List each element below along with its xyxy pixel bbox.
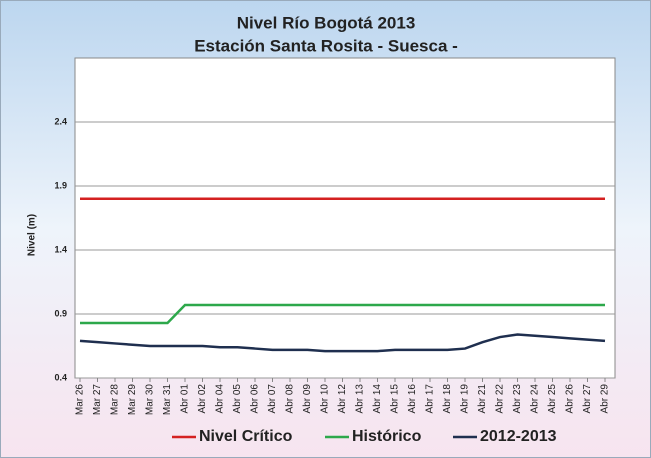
chart-subtitle: Estación Santa Rosita - Suesca - (194, 36, 458, 55)
x-tick-label: Abr 05 (232, 384, 243, 414)
x-tick-label: Abr 02 (197, 384, 208, 414)
x-tick-label: Abr 26 (565, 384, 576, 414)
x-tick-label: Abr 19 (460, 384, 471, 414)
x-tick-label: Abr 22 (495, 384, 506, 414)
x-tick-label: Abr 09 (302, 384, 313, 414)
x-tick-label: Mar 26 (75, 384, 86, 416)
x-tick-label: Abr 16 (407, 384, 418, 414)
x-tick-label: Abr 12 (337, 384, 348, 414)
x-tick-label: Abr 08 (285, 384, 296, 414)
x-tick-label: Mar 30 (145, 384, 156, 416)
x-tick-label: Abr 15 (390, 384, 401, 414)
x-tick-label: Abr 23 (512, 384, 523, 414)
y-tick-label: 0.4 (54, 372, 67, 382)
y-axis-label: Nivel (m) (27, 214, 38, 256)
x-tick-label: Mar 28 (110, 384, 121, 416)
x-tick-label: Abr 21 (477, 384, 488, 414)
y-tick-label: 1.9 (54, 180, 67, 190)
x-tick-label: Abr 17 (425, 384, 436, 414)
x-tick-label: Abr 25 (547, 384, 558, 414)
legend-label: Histórico (352, 428, 422, 445)
x-tick-label: Mar 31 (162, 384, 173, 416)
x-tick-label: Abr 13 (355, 384, 366, 414)
x-tick-label: Abr 06 (250, 384, 261, 414)
y-tick-label: 2.4 (54, 116, 67, 126)
legend-label: Nivel Crítico (199, 428, 293, 445)
x-tick-label: Abr 01 (180, 384, 191, 414)
x-tick-label: Abr 04 (215, 384, 226, 414)
series-line (79, 333, 606, 353)
legend-label: 2012-2013 (480, 428, 557, 445)
x-tick-label: Abr 24 (530, 384, 541, 414)
x-tick-label: Abr 14 (372, 384, 383, 414)
series-line (80, 303, 605, 325)
x-tick-label: Abr 10 (320, 384, 331, 414)
y-tick-label: 0.9 (54, 308, 67, 318)
x-tick-label: Abr 27 (582, 384, 593, 414)
chart-title: Nivel Río Bogotá 2013 (237, 13, 416, 32)
y-tick-label: 1.4 (54, 244, 67, 254)
x-tick-label: Mar 29 (127, 384, 138, 416)
plot-area (74, 57, 616, 379)
x-tick-label: Abr 18 (442, 384, 453, 414)
x-tick-label: Abr 29 (600, 384, 611, 414)
x-tick-label: Mar 27 (92, 384, 103, 416)
x-tick-label: Abr 07 (267, 384, 278, 414)
